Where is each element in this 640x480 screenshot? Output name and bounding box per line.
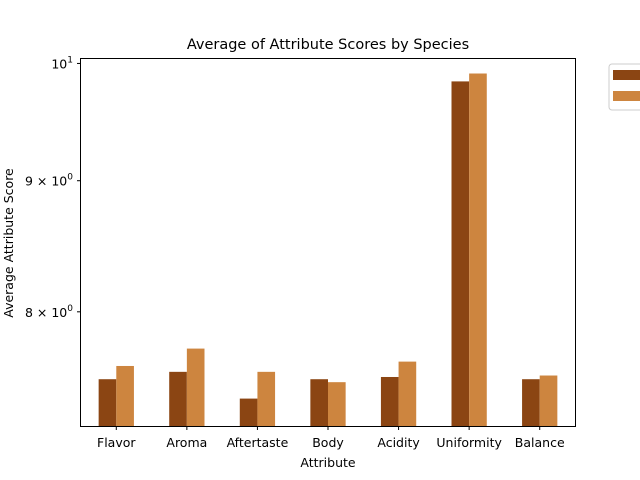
- bar-balance-series-1: [522, 379, 540, 426]
- x-tick-label-aftertaste: Aftertaste: [227, 435, 289, 450]
- y-tick-label: 101: [51, 55, 73, 71]
- y-tick-label: 9 × 100: [25, 173, 73, 189]
- plot-frame: [80, 58, 576, 427]
- x-tick-label-balance: Balance: [515, 435, 565, 450]
- bar-body-series-2: [328, 382, 346, 426]
- legend: [608, 63, 640, 111]
- x-axis-ticks: Flavor Aroma Aftertaste Body Acidity Uniformi…: [97, 426, 565, 450]
- y-axis-label: Average Attribute Score: [1, 168, 16, 318]
- chart-title: Average of Attribute Scores by Species: [187, 37, 469, 53]
- bar-aroma-series-2: [186, 348, 205, 426]
- legend-swatch-series-2: [613, 91, 640, 101]
- bar-aroma-series-1: [169, 371, 187, 426]
- bars-group: [98, 73, 558, 427]
- bar-flavor-series-1: [98, 379, 117, 426]
- bar-flavor-series-2: [116, 365, 134, 426]
- bar-acidity-series-1: [380, 376, 399, 426]
- x-tick-label-acidity: Acidity: [377, 435, 420, 450]
- x-tick-label-flavor: Flavor: [97, 435, 136, 450]
- x-tick-label-body: Body: [312, 435, 344, 450]
- bar-body-series-1: [310, 379, 328, 426]
- bar-aftertaste-series-1: [239, 398, 258, 426]
- y-tick-label: 8 × 100: [25, 304, 73, 320]
- legend-swatch-series-1: [613, 70, 640, 80]
- x-tick-label-uniformity: Uniformity: [436, 435, 502, 450]
- bar-uniformity-series-2: [469, 73, 487, 426]
- bar-aftertaste-series-2: [257, 371, 276, 426]
- bar-uniformity-series-1: [451, 81, 470, 427]
- bar-balance-series-2: [539, 375, 558, 426]
- y-axis-ticks: 101 9 × 100 8 × 100: [25, 55, 81, 320]
- bar-acidity-series-2: [398, 361, 417, 426]
- x-axis-label: Attribute: [300, 455, 356, 470]
- x-tick-label-aroma: Aroma: [166, 435, 207, 450]
